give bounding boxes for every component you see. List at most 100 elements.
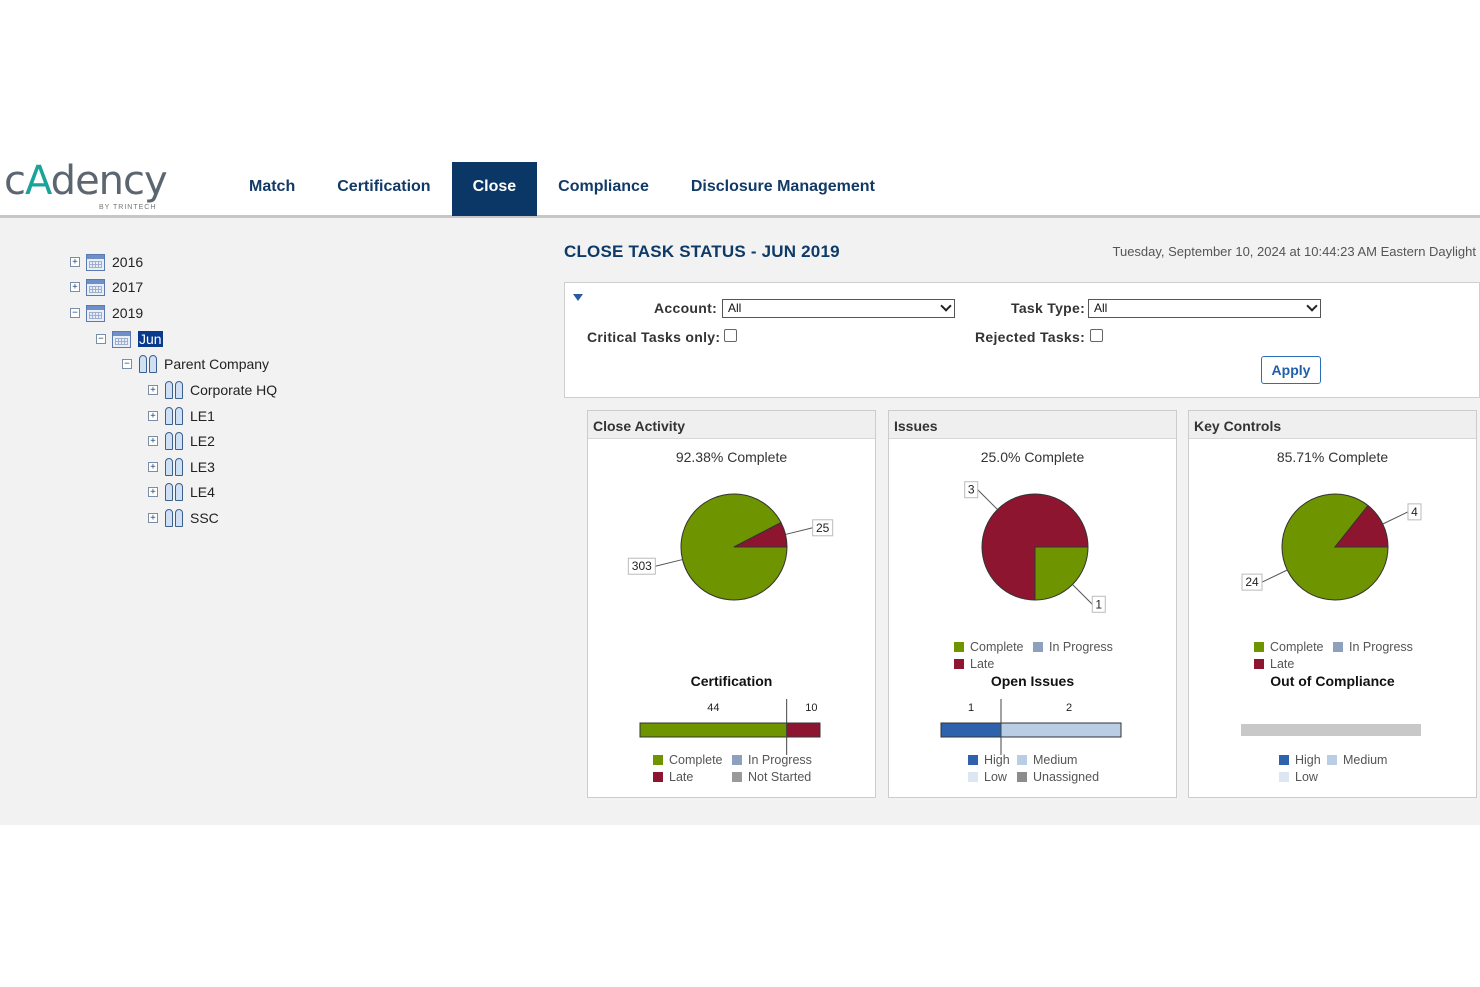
bar-chart-title: Certification	[690, 673, 773, 689]
swatch-high	[968, 755, 978, 765]
filter-panel: Account: All Task Type: All Critical Tas…	[564, 282, 1480, 398]
critical-tasks-label: Critical Tasks only:	[587, 329, 721, 345]
swatch-complete	[954, 642, 964, 652]
bar-chart[interactable]	[1189, 689, 1478, 759]
legend-label: Low	[1295, 770, 1318, 784]
tree-node-entity[interactable]: + LE4	[148, 482, 215, 502]
people-icon	[164, 407, 184, 425]
bar-data-label: 2	[1066, 702, 1072, 714]
apply-button[interactable]: Apply	[1261, 356, 1321, 384]
tree-label[interactable]: 2019	[112, 305, 144, 321]
tab-close[interactable]: Close	[451, 162, 538, 216]
panel-title: Issues	[889, 411, 1176, 439]
collapse-icon[interactable]: −	[122, 359, 132, 369]
pie-chart[interactable]: 24 4	[1189, 481, 1478, 631]
page-title: CLOSE TASK STATUS - JUN 2019	[564, 242, 840, 261]
logo-subtitle: BY TRINTECH	[99, 204, 157, 211]
legend-label: Late	[970, 657, 995, 671]
tree-node-entity[interactable]: + LE1	[148, 406, 215, 426]
pie-chart[interactable]: 31	[889, 481, 1178, 631]
legend-label: Low	[984, 770, 1007, 784]
collapse-icon[interactable]: −	[96, 334, 106, 344]
pie-chart[interactable]: 303 25	[588, 481, 877, 631]
expand-icon[interactable]: +	[148, 513, 158, 523]
tree-node-entity[interactable]: + Corporate HQ	[148, 380, 277, 400]
legend-item: Late	[1254, 657, 1294, 671]
pie-callout-line	[1261, 569, 1288, 583]
tree-node-2019[interactable]: − 2019	[70, 303, 143, 323]
pie-data-label: 1	[1095, 597, 1102, 611]
tree-node-2016[interactable]: + 2016	[70, 252, 143, 272]
pie-callout-line	[785, 527, 813, 535]
tree-label[interactable]: SSC	[190, 510, 219, 526]
legend-item: Low	[968, 770, 1007, 784]
tree-node-parent-company[interactable]: − Parent Company	[122, 354, 269, 374]
pie-data-label-box	[1091, 595, 1106, 613]
swatch-in-progress	[732, 755, 742, 765]
expand-icon[interactable]: +	[70, 257, 80, 267]
people-icon	[164, 381, 184, 399]
expand-icon[interactable]: +	[148, 385, 158, 395]
legend-item: Medium	[1017, 753, 1077, 767]
legend-item: In Progress	[1033, 640, 1113, 654]
expand-icon[interactable]: +	[148, 436, 158, 446]
tree-node-entity[interactable]: + LE3	[148, 457, 215, 477]
tree-label[interactable]: 2016	[112, 254, 144, 270]
people-icon	[164, 432, 184, 450]
expand-icon[interactable]: +	[148, 411, 158, 421]
expand-icon[interactable]: +	[70, 282, 80, 292]
legend-label: Complete	[1270, 640, 1324, 654]
tree-label[interactable]: LE1	[190, 408, 215, 424]
chevron-down-icon	[940, 300, 952, 312]
cadency-logo[interactable]: cAdency BY TRINTECH	[4, 158, 174, 211]
logo-wordmark: cAdency	[4, 158, 168, 204]
tree-label[interactable]: LE3	[190, 459, 215, 475]
bar-data-label: 10	[805, 702, 817, 714]
tree-label[interactable]: Corporate HQ	[190, 382, 278, 398]
swatch-complete	[653, 755, 663, 765]
account-label: Account:	[654, 300, 718, 316]
swatch-in-progress	[1333, 642, 1343, 652]
tree-node-entity[interactable]: + LE2	[148, 431, 215, 451]
swatch-low	[1279, 772, 1289, 782]
task-type-select[interactable]: All	[1088, 299, 1321, 318]
expand-icon[interactable]: +	[148, 487, 158, 497]
legend-item: Medium	[1327, 753, 1387, 767]
percent-complete: 85.71% Complete	[1276, 449, 1389, 465]
collapse-icon[interactable]: −	[70, 308, 80, 318]
people-icon	[164, 509, 184, 527]
tree-node-2017[interactable]: + 2017	[70, 277, 143, 297]
people-icon	[138, 355, 158, 373]
tab-match[interactable]: Match	[249, 178, 296, 195]
swatch-low	[968, 772, 978, 782]
tree-node-jun[interactable]: − Jun	[96, 329, 163, 349]
collapse-filters-icon[interactable]	[573, 294, 583, 301]
tree-label[interactable]: 2017	[112, 279, 144, 295]
tree-label-selected[interactable]: Jun	[138, 331, 163, 347]
legend-label: In Progress	[1049, 640, 1113, 654]
expand-icon[interactable]: +	[148, 462, 158, 472]
tab-compliance[interactable]: Compliance	[558, 178, 649, 195]
legend-label: Late	[669, 770, 694, 784]
pie-data-label: 303	[632, 559, 652, 573]
account-select-value: All	[728, 301, 742, 315]
bar-chart[interactable]: 44 10	[588, 689, 877, 759]
legend-item: Complete	[1254, 640, 1324, 654]
rejected-tasks-checkbox[interactable]	[1090, 329, 1103, 342]
account-select[interactable]: All	[722, 299, 955, 318]
pie-slice-late[interactable]	[733, 521, 788, 548]
tree-label[interactable]: LE4	[190, 484, 215, 500]
key-controls-panel: Key Controls 85.71% Complete 24 4 Complet…	[1188, 410, 1477, 798]
tab-certification[interactable]: Certification	[337, 178, 431, 195]
legend-label: Medium	[1343, 753, 1388, 767]
tab-disclosure-management[interactable]: Disclosure Management	[690, 178, 875, 195]
tree-node-entity[interactable]: + SSC	[148, 508, 219, 528]
bar-segment-high	[940, 722, 1002, 738]
critical-tasks-checkbox[interactable]	[724, 329, 737, 342]
tree-label[interactable]: LE2	[190, 433, 215, 449]
panel-title: Key Controls	[1189, 411, 1476, 439]
tree-label[interactable]: Parent Company	[164, 356, 270, 372]
